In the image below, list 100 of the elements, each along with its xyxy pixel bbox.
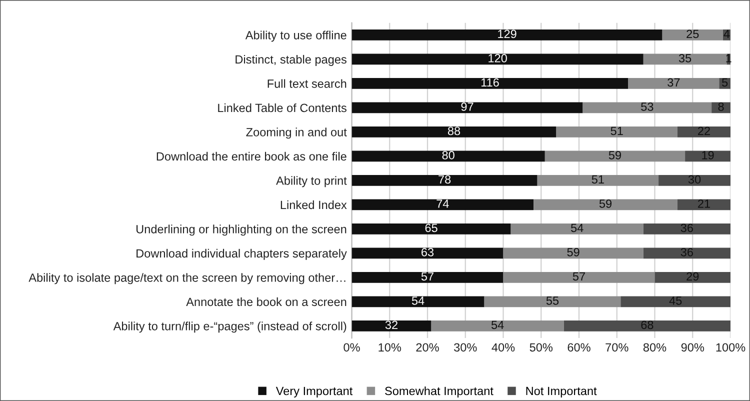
bar: [352, 126, 556, 138]
annotation: 68: [641, 320, 654, 330]
y-tick-label: Download individual chapters separately: [136, 248, 347, 260]
legend-label: Somewhat Important: [385, 386, 494, 398]
annotation: 65: [425, 224, 438, 232]
annotation: 37: [668, 78, 680, 87]
annotation: 80: [442, 151, 454, 160]
bar: [431, 320, 564, 332]
annotation: 5: [722, 78, 728, 87]
annotation: 116: [481, 78, 499, 87]
annotation: 29: [686, 272, 699, 281]
y-tick-label: Distinct, stable pages: [236, 54, 346, 66]
bar: [564, 320, 730, 332]
annotation: 78: [438, 175, 451, 184]
annotation: 8: [718, 102, 724, 111]
annotation: 57: [572, 272, 585, 281]
y-tick-label: Linked Index: [280, 200, 347, 210]
annotation: 54: [491, 320, 504, 330]
annotation: 19: [702, 151, 714, 160]
annotation: 54: [412, 296, 424, 305]
bar: [658, 174, 730, 186]
x-tick-label: 40%: [492, 343, 515, 352]
annotation: 32: [385, 320, 398, 330]
annotation: 25: [686, 30, 699, 38]
x-tick-label: 30%: [454, 343, 477, 352]
annotation: 88: [448, 126, 460, 136]
bar: [352, 199, 534, 210]
annotation: 36: [680, 248, 693, 256]
annotation: 55: [546, 296, 559, 305]
x-tick-label: 90%: [681, 343, 704, 352]
y-tick-label: Download the entire book as one file: [156, 152, 346, 161]
bar: [484, 296, 621, 308]
bar: [537, 174, 659, 186]
bar: [677, 199, 730, 210]
annotation: 36: [680, 224, 693, 232]
annotation: 57: [421, 272, 434, 281]
annotation: 59: [599, 200, 612, 208]
bar: [352, 320, 432, 332]
annotation: 120: [488, 54, 507, 62]
x-tick-label: 100%: [716, 343, 746, 352]
bar: [503, 272, 655, 283]
bar: [352, 30, 662, 40]
x-tick-label: 10%: [378, 343, 402, 352]
bar: [503, 248, 644, 259]
bar: [510, 223, 644, 234]
annotation: 97: [461, 102, 474, 111]
bar: [352, 54, 644, 65]
bar: [544, 150, 686, 162]
y-tick-label: Ability to print: [276, 176, 347, 188]
bar: [352, 150, 545, 162]
annotation: 59: [567, 248, 580, 256]
y-tick-label: Ability to isolate page/text on the screen by removing other…: [28, 273, 346, 284]
bar: [352, 296, 484, 308]
annotation: 22: [698, 126, 710, 136]
annotation: 59: [608, 151, 621, 160]
x-tick-label: 50%: [530, 343, 553, 352]
annotation: 51: [610, 126, 623, 136]
bar: [677, 126, 730, 138]
bar: [352, 102, 583, 114]
bar: [628, 78, 720, 89]
bar: [685, 150, 730, 162]
bar: [582, 102, 712, 114]
y-tick-label: Ability to use offline: [245, 30, 346, 42]
x-tick-label: 60%: [568, 343, 590, 352]
annotation: 4: [724, 30, 730, 38]
bar: [534, 199, 678, 210]
legend-label: Not Important: [526, 386, 597, 398]
annotation: 51: [592, 175, 604, 184]
y-tick-label: Full text search: [268, 79, 346, 88]
annotation: 54: [571, 224, 584, 232]
annotation: 21: [698, 200, 710, 208]
annotation: 74: [436, 200, 449, 208]
x-tick-label: 80%: [643, 343, 666, 352]
y-tick-label: Underlining or highlighting on the screen: [136, 224, 346, 236]
bar: [620, 296, 730, 308]
bar: [556, 126, 678, 138]
x-tick-label: 70%: [606, 343, 628, 352]
annotation: 35: [678, 54, 692, 62]
y-tick-label: Linked Table of Contents: [218, 103, 346, 112]
y-tick-label: Annotate the book on a screen: [186, 297, 346, 306]
bar: [643, 248, 730, 259]
bar: [654, 272, 730, 283]
y-tick-label: Ability to turn/flip e-“pages” (instead of scroll): [113, 322, 346, 333]
bar: [352, 78, 628, 89]
bar: [643, 223, 730, 234]
bar: [352, 174, 538, 186]
x-tick-label: 0%: [344, 343, 360, 352]
bar: [352, 223, 511, 234]
bar: [643, 54, 727, 65]
annotation: 30: [688, 175, 701, 184]
annotation: 129: [498, 30, 516, 38]
annotation: 63: [422, 248, 434, 256]
legend-label: Very Important: [276, 386, 353, 398]
bar: [352, 272, 504, 283]
x-tick-label: 20%: [416, 343, 439, 352]
annotation: 45: [669, 296, 682, 305]
annotation: 53: [641, 102, 654, 111]
bar: [662, 30, 723, 40]
bar: [352, 248, 504, 259]
y-tick-label: Zooming in and out: [246, 128, 347, 139]
